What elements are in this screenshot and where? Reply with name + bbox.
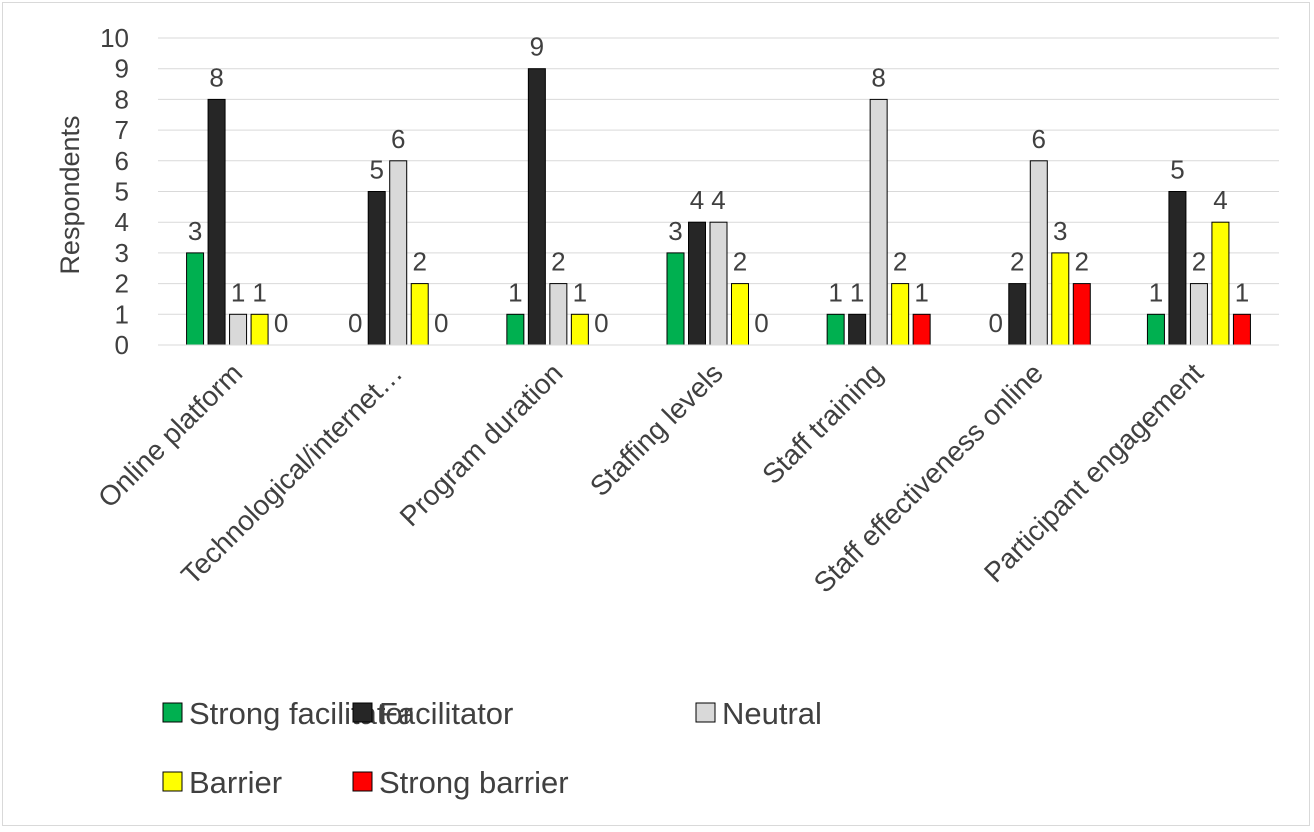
data-label: 9 <box>530 32 544 62</box>
y-tick-label: 1 <box>115 299 129 329</box>
data-label: 0 <box>434 308 448 338</box>
data-label: 1 <box>850 277 864 307</box>
bar-barrier <box>891 283 910 346</box>
y-tick-label: 10 <box>100 23 129 53</box>
bar-strong-facilitator <box>506 313 525 346</box>
legend-swatch <box>352 702 373 723</box>
bar-neutral <box>1029 160 1048 346</box>
bars <box>186 68 1251 346</box>
bar-facilitator <box>207 98 226 346</box>
legend-label: Facilitator <box>379 696 513 731</box>
data-label: 2 <box>412 247 426 277</box>
data-label: 2 <box>893 247 907 277</box>
data-label: 0 <box>348 308 362 338</box>
bar-barrier <box>250 313 269 346</box>
category-label: Staffing levels <box>584 357 729 502</box>
gridlines <box>158 37 1279 315</box>
bar-neutral <box>1189 283 1208 346</box>
bar-facilitator <box>1008 283 1027 346</box>
bar-facilitator <box>1168 191 1187 346</box>
data-label: 1 <box>231 277 245 307</box>
data-label: 1 <box>252 277 266 307</box>
bar-facilitator <box>688 221 706 346</box>
bar-barrier <box>731 283 749 346</box>
data-label: 1 <box>828 277 842 307</box>
bar-strong-facilitator <box>186 252 205 346</box>
data-label: 0 <box>594 308 608 338</box>
data-label: 4 <box>711 185 725 215</box>
bar-strong-barrier <box>912 313 931 346</box>
bar-strong-barrier <box>1232 313 1251 346</box>
data-label: 8 <box>209 62 223 92</box>
data-label: 0 <box>754 308 768 338</box>
y-tick-label: 9 <box>115 54 129 84</box>
legend-swatch <box>352 771 373 792</box>
bar-neutral <box>549 283 568 346</box>
data-label: 0 <box>989 308 1003 338</box>
y-tick-label: 2 <box>115 269 129 299</box>
bar-strong-facilitator <box>1146 313 1165 346</box>
bar-facilitator <box>367 191 386 346</box>
data-label: 3 <box>188 216 202 246</box>
y-tick-label: 6 <box>115 146 129 176</box>
data-label: 1 <box>1235 277 1249 307</box>
data-label: 6 <box>391 124 405 154</box>
legend-label: Barrier <box>189 765 282 800</box>
y-axis-label: Respondents <box>55 115 85 274</box>
legend-label: Strong barrier <box>379 765 569 800</box>
data-label: 2 <box>1192 247 1206 277</box>
bar-neutral <box>709 221 728 346</box>
legend-label: Neutral <box>722 696 822 731</box>
data-label: 2 <box>1010 247 1024 277</box>
y-tick-label: 7 <box>115 115 129 145</box>
data-label: 4 <box>690 185 704 215</box>
data-label: 6 <box>1032 124 1046 154</box>
bar-facilitator <box>527 68 546 346</box>
data-label: 3 <box>668 216 682 246</box>
bar-facilitator <box>848 313 867 346</box>
y-tick-label: 3 <box>115 238 129 268</box>
data-label: 4 <box>1213 185 1227 215</box>
bar-barrier <box>1211 221 1230 346</box>
y-tick-label: 0 <box>115 330 129 360</box>
category-label: Staff training <box>756 357 889 490</box>
data-label: 3 <box>1053 216 1067 246</box>
legend-label: Strong facilitator <box>189 696 413 731</box>
data-label: 1 <box>914 277 928 307</box>
bar-neutral <box>869 98 888 346</box>
y-tick-label: 8 <box>115 84 129 114</box>
bar-strong-facilitator <box>666 252 685 346</box>
bar-neutral <box>389 160 408 346</box>
y-tick-label: 4 <box>115 207 129 237</box>
legend-swatch <box>162 771 183 792</box>
y-tick-label: 5 <box>115 177 129 207</box>
data-label: 1 <box>1149 277 1163 307</box>
bar-barrier <box>570 313 589 346</box>
data-label: 1 <box>508 277 522 307</box>
data-label: 2 <box>551 247 565 277</box>
x-axis-category-labels: Online platformTechnological/internet…Pr… <box>92 357 1209 598</box>
data-label: 5 <box>1170 155 1184 185</box>
bar-strong-facilitator <box>826 313 845 346</box>
bar-strong-barrier <box>1072 283 1091 346</box>
legend-swatch <box>162 702 183 723</box>
bar-neutral <box>229 313 248 346</box>
bar-barrier <box>410 283 429 346</box>
data-label: 0 <box>274 308 288 338</box>
data-label: 1 <box>573 277 587 307</box>
bar-barrier <box>1051 252 1070 346</box>
data-label: 5 <box>369 155 383 185</box>
category-label: Online platform <box>92 357 248 513</box>
data-label: 2 <box>733 247 747 277</box>
data-label: 8 <box>871 62 885 92</box>
category-label: Program duration <box>394 357 569 532</box>
data-label: 2 <box>1075 247 1089 277</box>
legend-swatch <box>695 702 716 723</box>
